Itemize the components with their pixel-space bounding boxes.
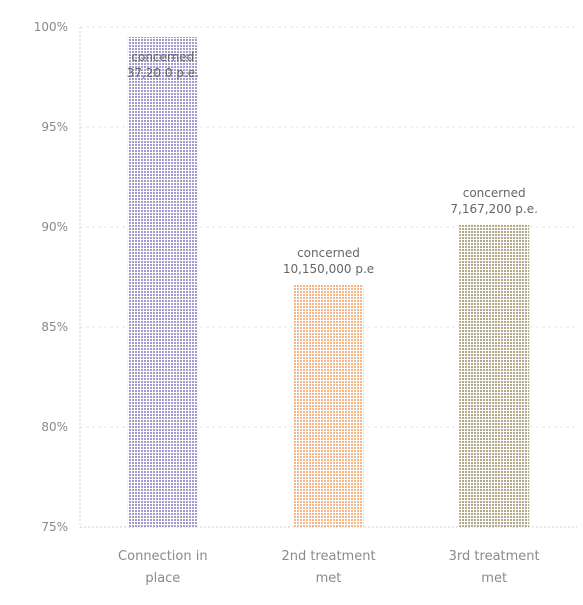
bar	[127, 37, 198, 527]
data-label: concerned	[297, 246, 360, 260]
data-label: 37,20 0 p.e.	[127, 66, 199, 80]
y-tick-label: 90%	[41, 220, 68, 234]
bar	[459, 225, 530, 527]
bars	[127, 37, 530, 527]
bar	[293, 285, 364, 527]
data-label: 7,167,200 p.e.	[450, 202, 538, 216]
y-tick-label: 85%	[41, 320, 68, 334]
data-labels: concerned 37,20 0 p.e. concerned 10,150,000…	[127, 50, 538, 276]
y-tick-label: 80%	[41, 420, 68, 434]
y-tick-label: 95%	[41, 120, 68, 134]
x-category-label: place	[145, 571, 180, 586]
data-label: concerned	[463, 186, 526, 200]
x-category-label: met	[316, 571, 342, 586]
x-axis-categories: Connection in place 2nd treatment met 3rd tr…	[118, 549, 540, 586]
data-label: 10,150,000 p.e	[283, 262, 374, 276]
x-category-label: 3rd treatment	[449, 549, 540, 564]
x-category-label: Connection in	[118, 549, 208, 564]
x-category-label: met	[481, 571, 507, 586]
data-label: concerned	[131, 50, 194, 64]
x-category-label: 2nd treatment	[281, 549, 375, 564]
y-tick-label: 75%	[41, 520, 68, 534]
y-tick-label: 100%	[34, 20, 68, 34]
y-axis-ticks: 75% 80% 85% 90% 95% 100%	[34, 20, 68, 534]
